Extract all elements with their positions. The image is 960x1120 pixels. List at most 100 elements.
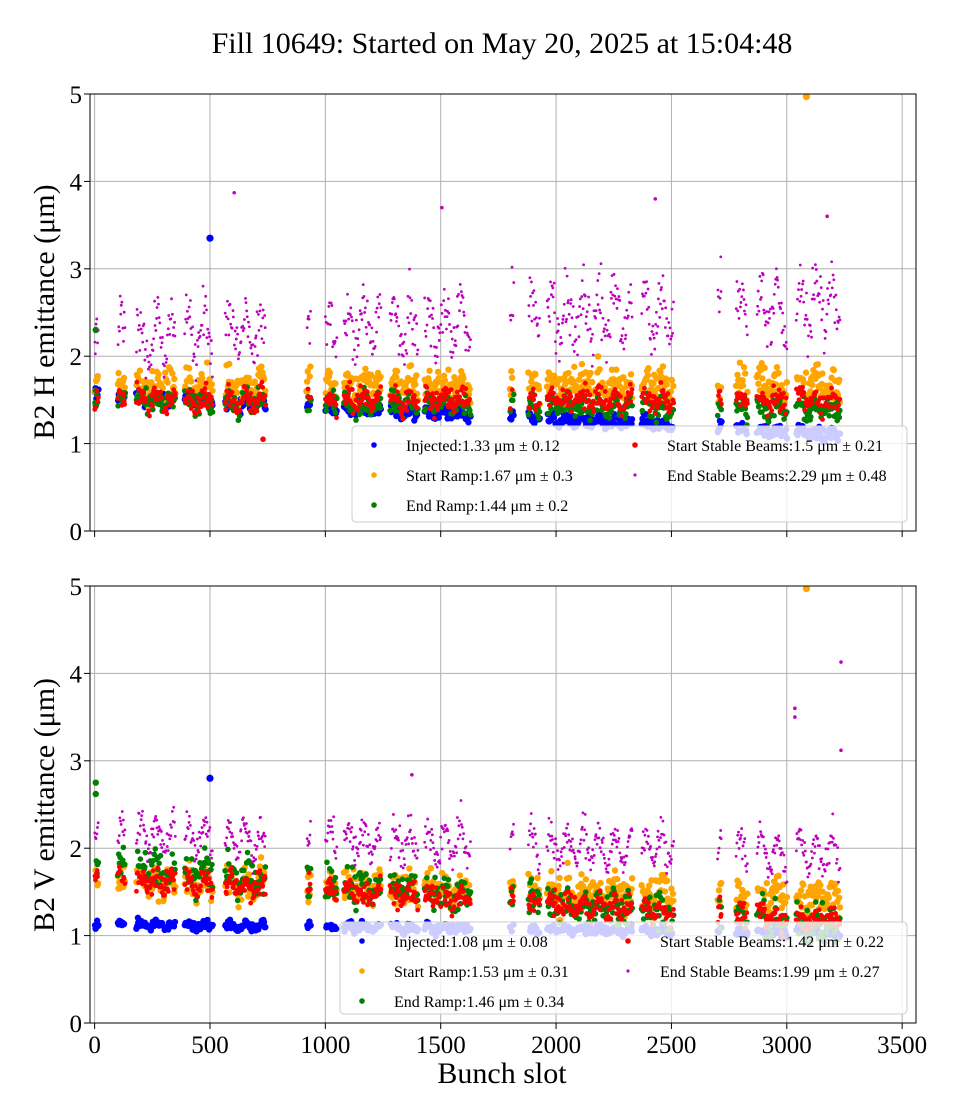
v-point: [245, 877, 250, 882]
h-point: [612, 301, 616, 305]
h-point: [237, 357, 240, 361]
h-point: [413, 372, 420, 379]
h-point: [359, 398, 365, 404]
h-point: [393, 383, 398, 388]
h-point: [606, 415, 613, 421]
h-point: [718, 418, 725, 425]
h-point: [742, 288, 745, 292]
h-point: [170, 297, 173, 301]
h-point: [563, 266, 567, 270]
h-point: [258, 363, 265, 370]
h-point: [607, 332, 611, 336]
h-point: [187, 305, 191, 309]
h-point: [379, 306, 383, 310]
h-point: [434, 361, 438, 365]
h-point: [782, 411, 788, 417]
h-point: [227, 333, 231, 337]
v-point: [260, 883, 266, 889]
h-point: [169, 370, 176, 377]
v-point: [328, 868, 335, 875]
h-point: [547, 297, 551, 301]
h-point: [817, 292, 821, 296]
h-point: [756, 289, 760, 293]
h-point: [330, 393, 336, 399]
h-point: [830, 286, 834, 290]
v-point: [224, 891, 229, 897]
h-outlier-point: [440, 205, 444, 210]
v-point: [242, 888, 248, 893]
h-point: [227, 402, 232, 408]
h-point: [394, 389, 400, 395]
h-point: [553, 311, 556, 315]
h-point: [627, 290, 631, 294]
h-point: [143, 396, 149, 402]
h-point: [809, 330, 813, 333]
h-point: [768, 316, 771, 320]
h-point: [784, 340, 788, 344]
h-point: [556, 329, 560, 333]
h-point: [559, 401, 565, 407]
h-point: [435, 346, 438, 349]
h-point: [551, 295, 555, 299]
h-point: [443, 308, 447, 312]
h-point: [415, 322, 419, 326]
h-point: [826, 287, 829, 290]
h-point: [624, 333, 628, 337]
h-point: [835, 327, 839, 331]
h-point: [438, 331, 442, 335]
v-point: [531, 882, 538, 889]
h-point: [187, 394, 192, 400]
v-point: [782, 899, 789, 906]
h-point: [773, 282, 777, 286]
v-point: [456, 872, 464, 879]
h-point: [627, 381, 633, 387]
h-point: [740, 295, 744, 299]
h-point: [192, 355, 196, 359]
h-point: [587, 392, 593, 398]
h-point: [827, 281, 831, 285]
v-point: [244, 849, 251, 856]
h-point: [833, 321, 837, 325]
h-point: [574, 338, 578, 342]
h-point: [203, 380, 209, 386]
h-point: [261, 397, 267, 402]
h-legend-entry: Start Ramp:1.67 μm ± 0.3: [406, 468, 573, 485]
h-point: [345, 333, 349, 337]
h-point: [548, 320, 552, 323]
h-point: [138, 349, 142, 352]
h-outlier-point: [260, 436, 266, 443]
h-point: [377, 302, 381, 306]
h-point: [595, 391, 601, 397]
h-point: [193, 403, 199, 409]
h-point: [150, 343, 154, 347]
v-point: [222, 867, 228, 874]
v-point: [169, 866, 175, 872]
h-point: [93, 352, 97, 356]
h-point: [345, 394, 351, 399]
h-point: [323, 407, 330, 414]
h-point: [759, 375, 766, 382]
h-point: [743, 312, 747, 316]
h-point: [655, 331, 659, 335]
h-point: [136, 367, 144, 374]
h-point: [662, 375, 670, 382]
h-point: [776, 387, 782, 393]
h-point: [609, 296, 613, 300]
v-point: [834, 887, 842, 895]
h-point: [619, 337, 623, 341]
h-point: [585, 310, 589, 314]
v-point: [306, 870, 312, 876]
h-point: [170, 312, 174, 316]
h-point: [626, 314, 630, 318]
h-point: [309, 309, 312, 313]
h-point: [196, 338, 199, 342]
h-point: [571, 363, 578, 370]
h-point: [536, 408, 543, 415]
h-point: [422, 405, 429, 412]
h-point: [245, 315, 249, 319]
h-point: [153, 324, 157, 327]
v-point: [817, 882, 824, 889]
h-point: [820, 318, 824, 322]
h-point: [600, 296, 604, 300]
